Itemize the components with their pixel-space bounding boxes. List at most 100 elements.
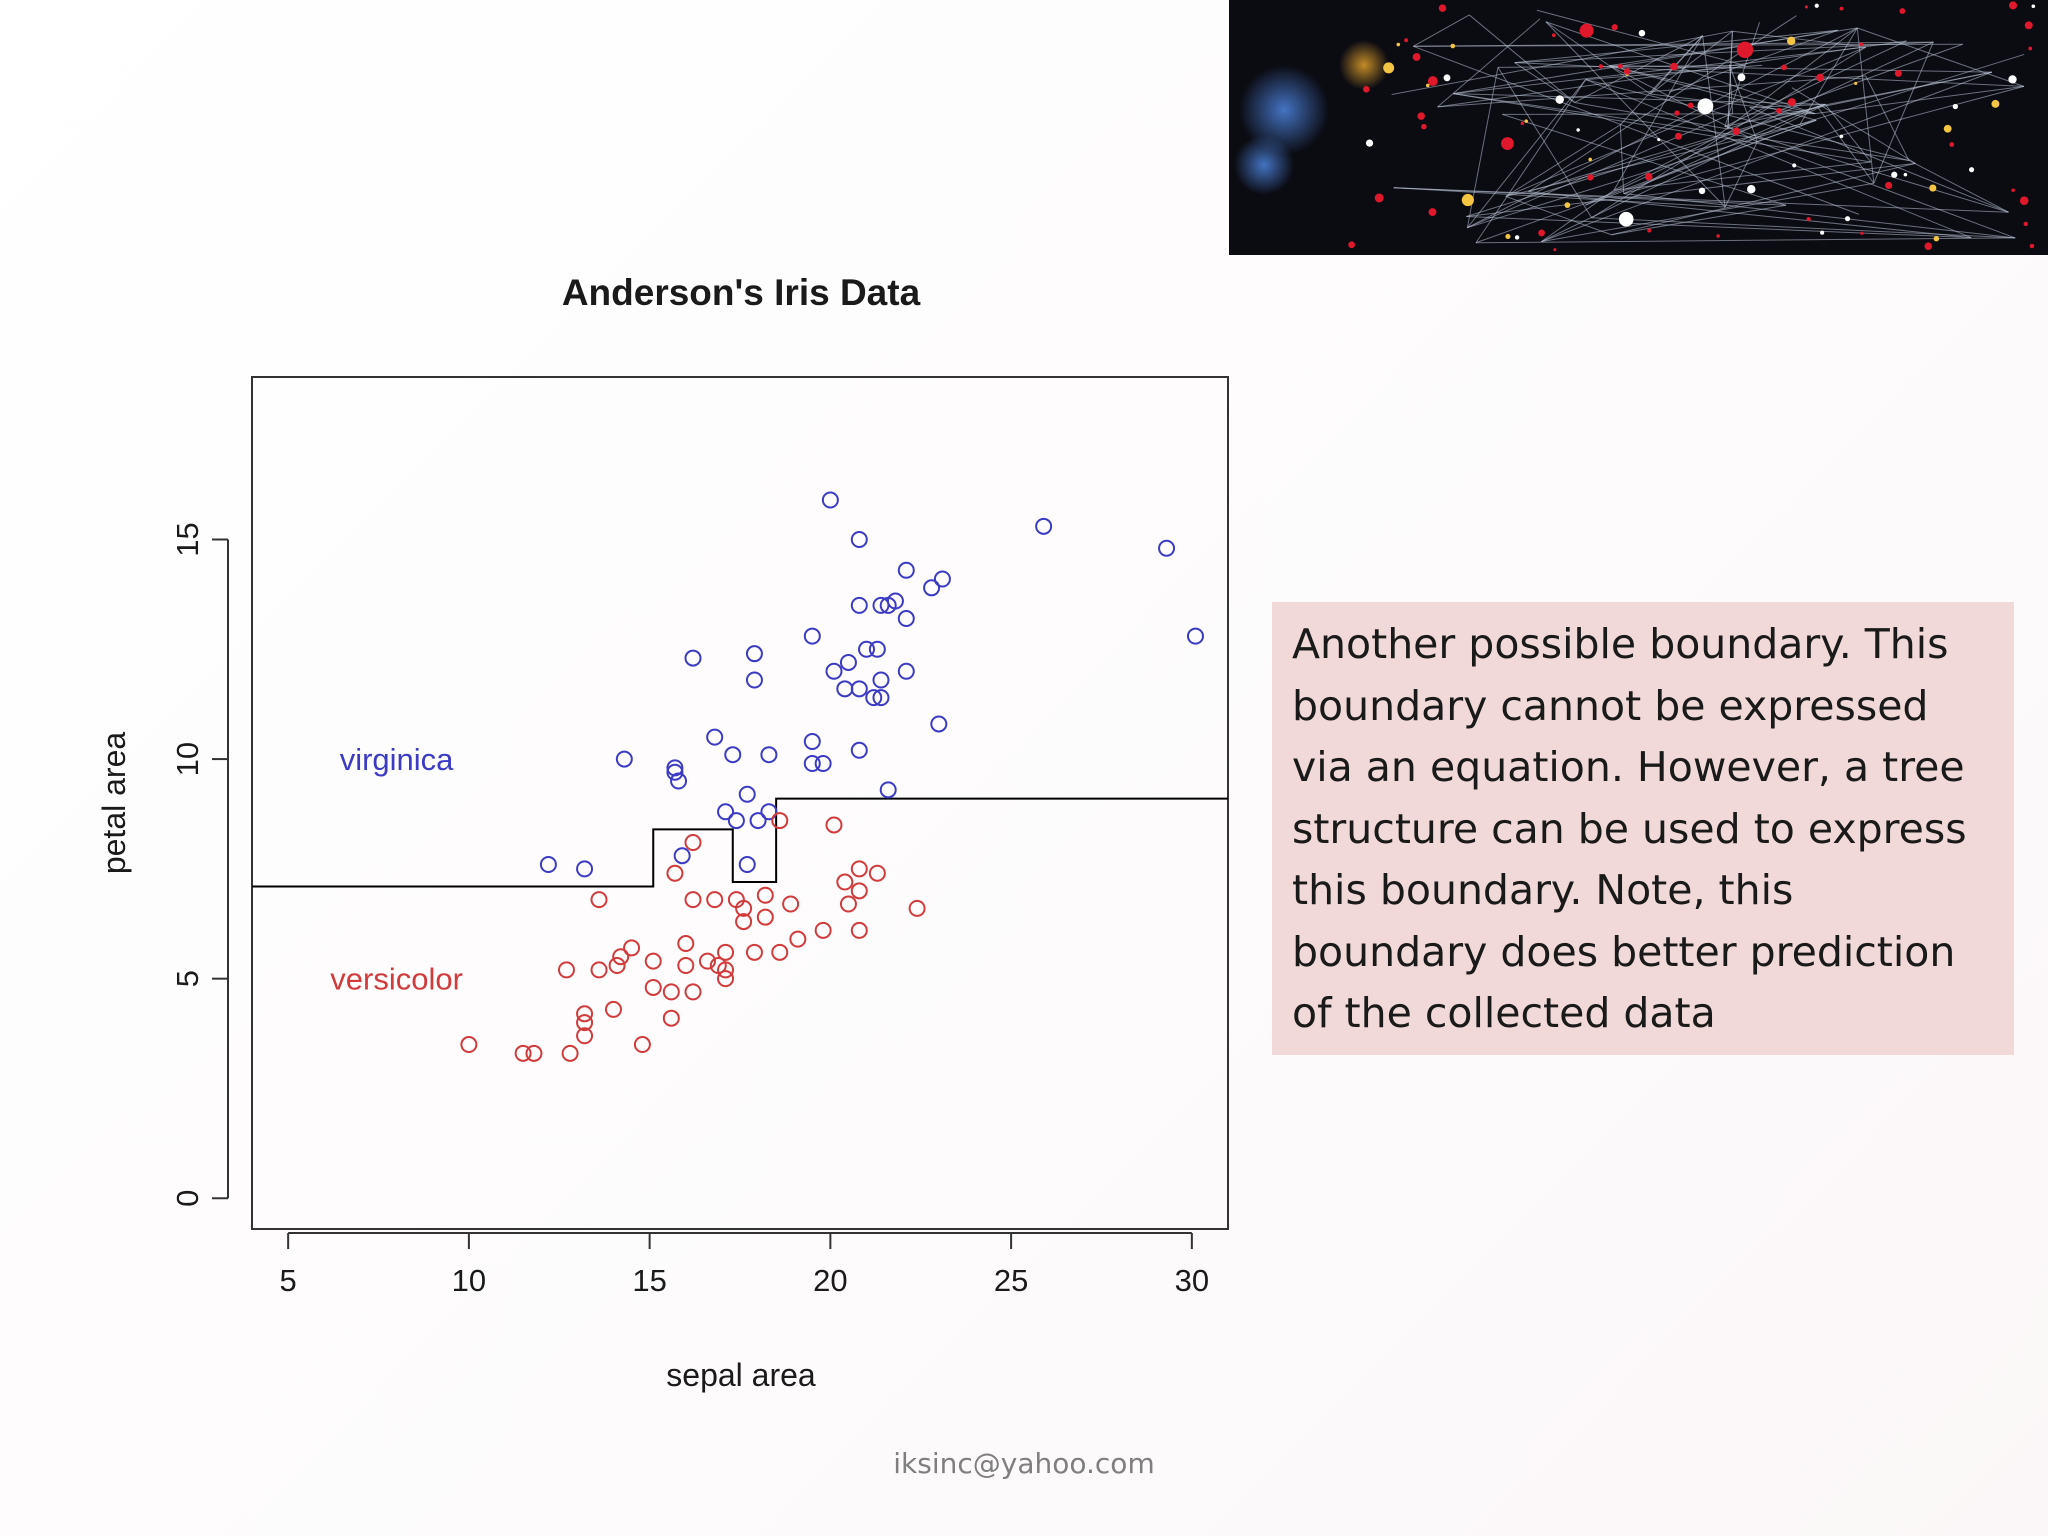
footer-email: iksinc@yahoo.com [893, 1447, 1155, 1480]
versicolor-point [561, 1044, 579, 1062]
chart-title: Anderson's Iris Data [562, 272, 921, 313]
virginica-point [576, 860, 594, 878]
versicolor-point [608, 956, 626, 974]
virginica-point [666, 763, 684, 781]
virginica-point [930, 715, 948, 733]
versicolor-point [612, 948, 630, 966]
versicolor-point [460, 1036, 478, 1054]
versicolor-point [771, 943, 789, 961]
virginica-point [1158, 539, 1176, 557]
virginica-point [706, 728, 724, 746]
virginica-point [760, 803, 778, 821]
virginica-point [670, 772, 688, 790]
versicolor-point [735, 899, 753, 917]
virginica-point [897, 610, 915, 628]
virginica-point [821, 491, 839, 509]
virginica-point [897, 662, 915, 680]
y-tick-label: 10 [170, 742, 205, 776]
decision-boundary [252, 797, 1228, 888]
virginica-point [745, 645, 763, 663]
versicolor-point [576, 1014, 594, 1032]
versicolor-point [557, 961, 575, 979]
versicolor-point [814, 921, 832, 939]
x-tick-label: 15 [632, 1263, 666, 1298]
x-tick-label: 5 [280, 1263, 297, 1298]
y-axis-label: petal area [96, 732, 132, 875]
virginica-point [886, 592, 904, 610]
versicolor-point [717, 943, 735, 961]
x-tick-label: 25 [994, 1263, 1028, 1298]
y-tick-label: 15 [170, 522, 205, 556]
y-axis: 0 5 10 15 [170, 522, 229, 1207]
versicolor-point [717, 961, 735, 979]
versicolor-point [684, 834, 702, 852]
versicolor-point [576, 1005, 594, 1023]
virginica-point [865, 689, 883, 707]
versicolor-point [684, 891, 702, 909]
versicolor-point [590, 891, 608, 909]
virginica-point [850, 741, 868, 759]
virginica-point [727, 812, 745, 830]
virginica-annotation: virginica [340, 742, 454, 777]
versicolor-point [644, 952, 662, 970]
virginica-point [749, 812, 767, 830]
versicolor-point [662, 1009, 680, 1027]
virginica-point [858, 640, 876, 658]
versicolor-point [590, 961, 608, 979]
x-axis: 5 10 15 20 25 30 [280, 1232, 1209, 1298]
virginica-point [872, 689, 890, 707]
virginica-point [803, 754, 821, 772]
virginica-point [1186, 627, 1204, 645]
note-text: Another possible boundary. This boundary… [1292, 620, 1967, 1037]
virginica-point [738, 855, 756, 873]
virginica-point [879, 781, 897, 799]
virginica-point [825, 662, 843, 680]
virginica-point [803, 627, 821, 645]
versicolor-point [825, 816, 843, 834]
virginica-point [933, 570, 951, 588]
versicolor-point [717, 970, 735, 988]
y-tick-label: 5 [170, 970, 205, 987]
versicolor-point [684, 983, 702, 1001]
versicolor-point [868, 864, 886, 882]
x-axis-label: sepal area [666, 1357, 816, 1393]
virginica-point [803, 733, 821, 751]
versicolor-point [576, 1027, 594, 1045]
network-graph-art [1229, 0, 2048, 255]
versicolor-point [662, 983, 680, 1001]
versicolor-annotation: versicolor [330, 962, 463, 997]
virginica-point [868, 640, 886, 658]
network-graph-image [1229, 0, 2048, 255]
note-box: Another possible boundary. This boundary… [1272, 602, 2014, 1055]
versicolor-point [771, 812, 789, 830]
versicolor-point [677, 935, 695, 953]
versicolor-point [525, 1044, 543, 1062]
virginica-point [897, 561, 915, 579]
virginica-point [850, 530, 868, 548]
versicolor-point [633, 1036, 651, 1054]
versicolor-point [666, 864, 684, 882]
versicolor-point [745, 943, 763, 961]
versicolor-point [604, 1000, 622, 1018]
versicolor-point [850, 882, 868, 900]
versicolor-point [756, 908, 774, 926]
virginica-point [738, 785, 756, 803]
versicolor-point [850, 921, 868, 939]
virginica-point [539, 855, 557, 873]
virginica-point [760, 746, 778, 764]
virginica-point [717, 803, 735, 821]
versicolor-point [850, 860, 868, 878]
virginica-point [724, 746, 742, 764]
scatter-chart: Anderson's Iris Data 5 10 15 20 25 30 051015 … [96, 272, 1229, 1393]
versicolor-point [789, 930, 807, 948]
y-tick-label: 0 [170, 1190, 205, 1207]
virginica-point [814, 754, 832, 772]
virginica-point [1035, 517, 1053, 535]
versicolor-point [623, 939, 641, 957]
virginica-point [923, 579, 941, 597]
versicolor-point [839, 895, 857, 913]
x-tick-label: 10 [452, 1263, 486, 1298]
versicolor-point [706, 891, 724, 909]
versicolor-point [908, 899, 926, 917]
virginica-point [850, 596, 868, 614]
